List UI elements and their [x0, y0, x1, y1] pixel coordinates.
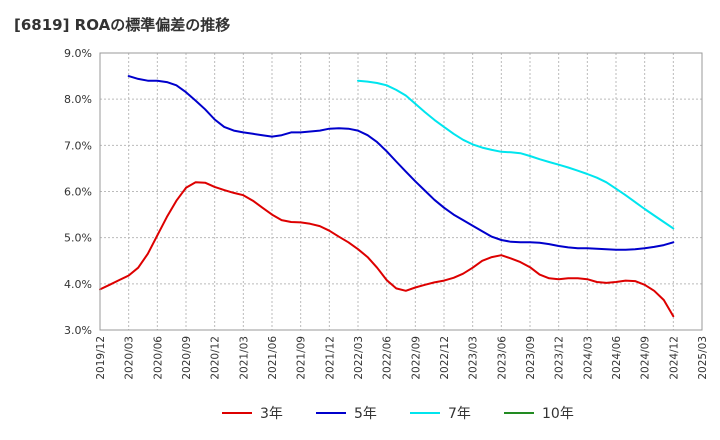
- x-tick-label: 2021/03: [238, 336, 250, 380]
- y-tick-label: 9.0%: [64, 47, 92, 60]
- series-line-0: [99, 181, 675, 318]
- series-line-1: [127, 75, 675, 251]
- y-tick-label: 6.0%: [64, 186, 92, 199]
- y-tick-label: 7.0%: [64, 139, 92, 152]
- series-line-2: [357, 79, 675, 230]
- legend: 3年 5年 7年 10年: [222, 406, 574, 422]
- y-axis-tick-labels: 3.0% 4.0% 5.0% 6.0% 7.0% 8.0% 9.0%: [64, 47, 92, 337]
- x-tick-label: 2024/12: [668, 336, 680, 380]
- x-tick-label: 2023/06: [496, 336, 508, 380]
- chart-title: [6819] ROAの標準偏差の推移: [14, 16, 231, 34]
- x-tick-label: 2020/09: [181, 336, 193, 380]
- x-tick-label: 2020/06: [152, 336, 164, 380]
- x-tick-label: 2021/09: [296, 336, 308, 380]
- legend-label-1: 5年: [354, 406, 377, 422]
- legend-label-0: 3年: [260, 406, 283, 422]
- x-tick-label: 2021/12: [324, 336, 336, 380]
- x-tick-label: 2022/09: [410, 336, 422, 380]
- legend-label-2: 7年: [448, 406, 471, 422]
- plot-area-frame: [99, 52, 703, 331]
- x-tick-label: 2019/12: [95, 336, 107, 380]
- x-tick-label: 2023/03: [468, 336, 480, 380]
- x-tick-label: 2024/09: [640, 336, 652, 380]
- x-tick-label: 2024/03: [582, 336, 594, 380]
- legend-label-3: 10年: [542, 406, 574, 422]
- x-tick-label: 2020/12: [210, 336, 222, 380]
- x-tick-label: 2020/03: [124, 336, 136, 380]
- x-tick-label: 2023/09: [525, 336, 537, 380]
- y-tick-label: 5.0%: [64, 232, 92, 245]
- y-tick-label: 8.0%: [64, 93, 92, 106]
- grid-lines: [99, 52, 703, 331]
- x-tick-label: 2022/03: [353, 336, 365, 380]
- y-tick-label: 4.0%: [64, 278, 92, 291]
- x-tick-label: 2024/06: [611, 336, 623, 380]
- series-lines: [99, 75, 675, 318]
- x-tick-label: 2022/06: [382, 336, 394, 380]
- x-axis-tick-labels: 2019/12 2020/03 2020/06 2020/09 2020/12 2021/…: [95, 336, 709, 380]
- y-tick-label: 3.0%: [64, 324, 92, 337]
- x-tick-label: 2025/03: [697, 336, 709, 380]
- x-tick-label: 2022/12: [439, 336, 451, 380]
- x-tick-label: 2021/06: [267, 336, 279, 380]
- x-tick-label: 2023/12: [554, 336, 566, 380]
